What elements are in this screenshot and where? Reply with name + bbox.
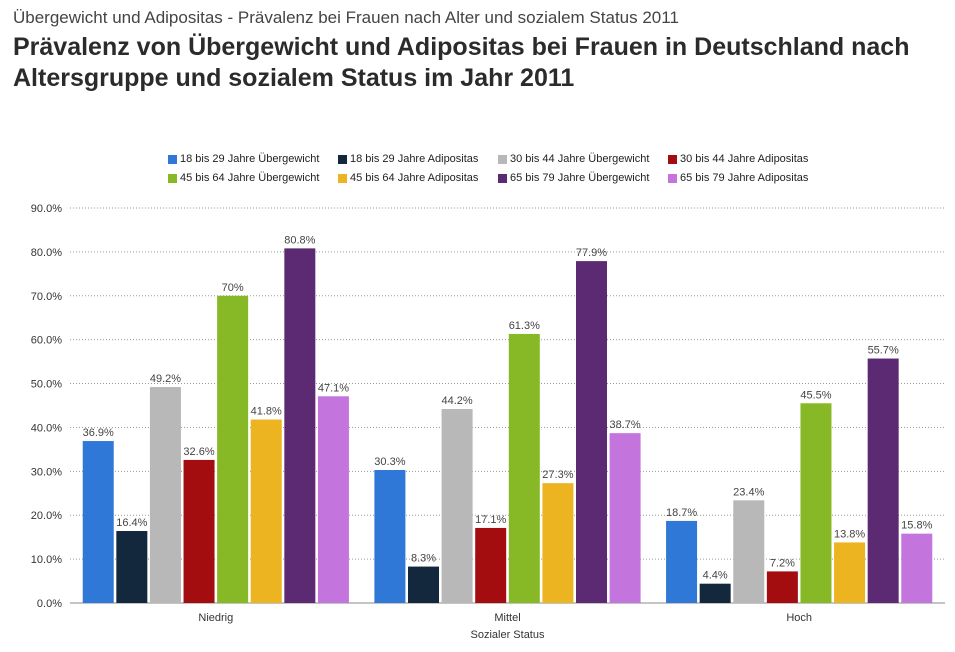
data-label: 55.7% bbox=[868, 345, 899, 357]
data-label: 16.4% bbox=[116, 517, 147, 529]
legend-label: 18 bis 29 Jahre Übergewicht bbox=[180, 153, 320, 165]
y-tick-label: 10.0% bbox=[31, 554, 62, 566]
bar bbox=[699, 583, 731, 603]
y-tick-label: 50.0% bbox=[31, 379, 62, 391]
chart-supertitle: Übergewicht und Adipositas - Prävalenz b… bbox=[13, 8, 679, 27]
legend-item: 65 bis 79 Jahre Adipositas bbox=[668, 172, 838, 184]
legend-swatch bbox=[338, 173, 347, 183]
data-label: 18.7% bbox=[666, 507, 697, 519]
data-label: 80.8% bbox=[284, 234, 315, 246]
bar bbox=[82, 441, 114, 603]
bar bbox=[800, 403, 832, 603]
bar bbox=[116, 531, 148, 603]
bar bbox=[317, 396, 349, 603]
bar bbox=[834, 542, 866, 603]
data-label: 15.8% bbox=[901, 520, 932, 532]
bar bbox=[217, 295, 249, 603]
legend-label: 65 bis 79 Jahre Adipositas bbox=[680, 172, 809, 184]
data-label: 47.1% bbox=[318, 382, 349, 394]
bar bbox=[609, 433, 641, 603]
y-tick-label: 90.0% bbox=[31, 203, 62, 215]
legend-label: 65 bis 79 Jahre Übergewicht bbox=[510, 172, 650, 184]
bar bbox=[576, 261, 607, 603]
bar bbox=[149, 387, 181, 603]
legend-swatch bbox=[668, 173, 677, 183]
y-tick-label: 40.0% bbox=[31, 422, 62, 434]
data-label: 13.8% bbox=[834, 528, 865, 540]
legend-item: 45 bis 64 Jahre Adipositas bbox=[338, 172, 498, 184]
x-axis-title: Sozialer Status bbox=[471, 629, 545, 641]
bar bbox=[508, 333, 540, 603]
legend-swatch bbox=[168, 154, 177, 164]
data-label: 23.4% bbox=[733, 486, 764, 498]
data-label: 41.8% bbox=[251, 406, 282, 418]
chart-title: Prävalenz von Übergewicht und Adipositas… bbox=[13, 33, 910, 92]
bar bbox=[867, 358, 899, 603]
data-label: 30.3% bbox=[374, 456, 405, 468]
bar bbox=[408, 566, 439, 603]
y-tick-label: 0.0% bbox=[37, 598, 62, 610]
legend-swatch bbox=[168, 173, 177, 183]
data-label: 7.2% bbox=[770, 557, 795, 569]
y-tick-label: 70.0% bbox=[31, 291, 62, 303]
legend-label: 18 bis 29 Jahre Adipositas bbox=[350, 153, 479, 165]
bar bbox=[183, 459, 215, 603]
bar bbox=[284, 248, 316, 603]
legend-swatch bbox=[498, 154, 507, 164]
legend-item: 18 bis 29 Jahre Übergewicht bbox=[168, 153, 338, 165]
data-label: 49.2% bbox=[150, 373, 181, 385]
bar bbox=[766, 571, 798, 603]
data-label: 61.3% bbox=[509, 320, 540, 332]
bar bbox=[733, 500, 765, 603]
bar bbox=[542, 483, 574, 603]
data-label: 32.6% bbox=[183, 446, 214, 458]
data-label: 36.9% bbox=[83, 427, 114, 439]
bar bbox=[901, 533, 933, 603]
data-label: 70% bbox=[222, 282, 244, 294]
legend-item: 45 bis 64 Jahre Übergewicht bbox=[168, 172, 338, 184]
x-tick-label: Niedrig bbox=[198, 612, 233, 624]
legend-item: 65 bis 79 Jahre Übergewicht bbox=[498, 172, 668, 184]
y-tick-label: 20.0% bbox=[31, 510, 62, 522]
data-label: 27.3% bbox=[542, 469, 573, 481]
data-label: 38.7% bbox=[609, 419, 640, 431]
bar bbox=[475, 527, 507, 603]
legend-swatch bbox=[668, 154, 677, 164]
legend-item: 18 bis 29 Jahre Adipositas bbox=[338, 153, 498, 165]
legend-item: 30 bis 44 Jahre Übergewicht bbox=[498, 153, 668, 165]
bar bbox=[374, 470, 406, 603]
legend-label: 30 bis 44 Jahre Übergewicht bbox=[510, 153, 650, 165]
bar bbox=[250, 419, 282, 603]
data-label: 8.3% bbox=[411, 553, 436, 565]
bar bbox=[441, 409, 473, 603]
legend-swatch bbox=[498, 173, 507, 183]
y-tick-label: 30.0% bbox=[31, 466, 62, 478]
legend-label: 45 bis 64 Jahre Adipositas bbox=[350, 172, 479, 184]
data-label: 44.2% bbox=[441, 395, 472, 407]
bar bbox=[666, 520, 698, 603]
data-label: 45.5% bbox=[800, 389, 831, 401]
x-tick-label: Hoch bbox=[786, 612, 812, 624]
data-label: 77.9% bbox=[576, 247, 607, 259]
y-tick-label: 60.0% bbox=[31, 335, 62, 347]
x-tick-label: Mittel bbox=[494, 612, 520, 624]
legend-label: 30 bis 44 Jahre Adipositas bbox=[680, 153, 809, 165]
chart-legend: 18 bis 29 Jahre Übergewicht 18 bis 29 Jah… bbox=[168, 153, 848, 184]
legend-item: 30 bis 44 Jahre Adipositas bbox=[668, 153, 838, 165]
legend-label: 45 bis 64 Jahre Übergewicht bbox=[180, 172, 320, 184]
data-label: 4.4% bbox=[703, 570, 728, 582]
y-tick-label: 80.0% bbox=[31, 247, 62, 259]
data-label: 17.1% bbox=[475, 514, 506, 526]
legend-swatch bbox=[338, 154, 347, 164]
